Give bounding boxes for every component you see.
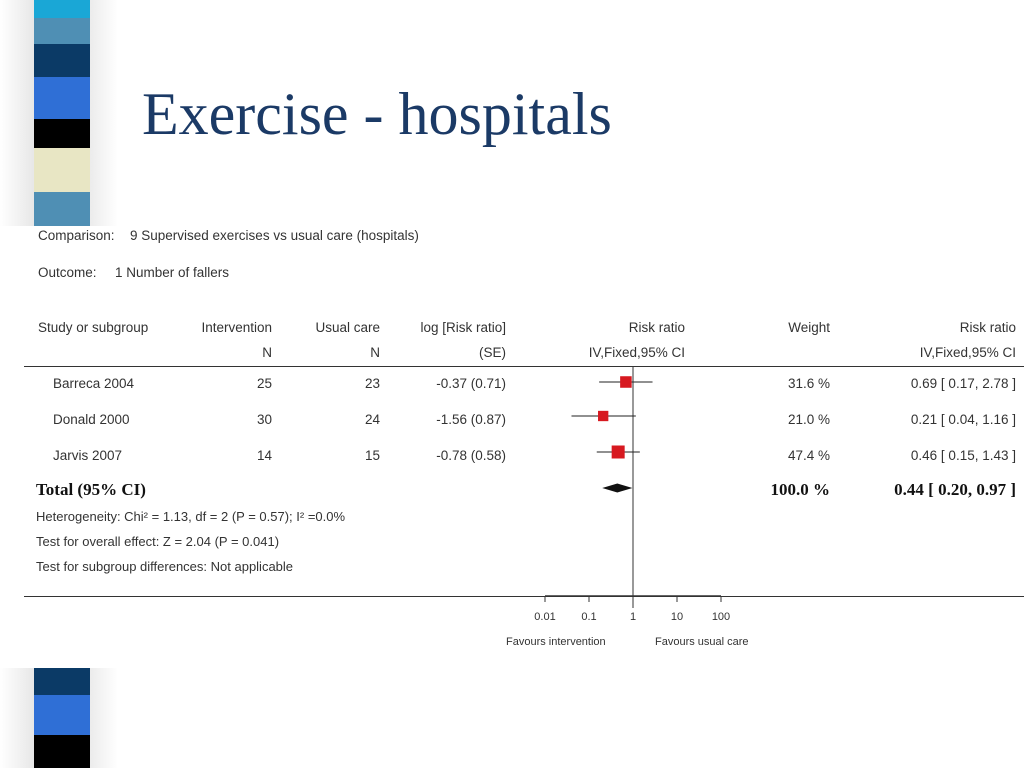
decorative-strip-bottom: [0, 668, 118, 768]
favours-usual-care-label: Favours usual care: [655, 636, 749, 648]
strip-block: [34, 668, 90, 695]
strip-block: [34, 192, 90, 226]
strip-block: [34, 735, 90, 768]
row-logrr: -0.78 (0.58): [436, 448, 506, 463]
row-usual: 23: [364, 376, 380, 391]
row-study: Barreca 2004: [53, 376, 135, 391]
header-divider: [24, 366, 1024, 367]
axis-tick-label: 1: [629, 611, 637, 623]
header-weight: Weight: [788, 320, 830, 335]
heterogeneity-text: Heterogeneity: Chi² = 1.13, df = 2 (P = …: [36, 509, 346, 524]
axis-tick-label: 0.1: [581, 611, 597, 623]
total-weight: 100.0 %: [770, 480, 831, 499]
header-logrr: log [Risk ratio]: [420, 320, 506, 335]
header-rr-sub: IV,Fixed,95% CI: [919, 345, 1016, 360]
outcome-value: 1 Number of fallers: [115, 265, 230, 280]
strip-block: [34, 77, 90, 119]
row-weight: 21.0 %: [787, 412, 830, 427]
row-rr: 0.21 [ 0.04, 1.16 ]: [910, 412, 1016, 427]
strip-block: [34, 695, 90, 735]
row-study: Donald 2000: [53, 412, 130, 427]
row-usual: 24: [364, 412, 380, 427]
comparison-value: 9 Supervised exercises vs usual care (ho…: [130, 228, 419, 243]
header-usual-sub: N: [370, 345, 380, 360]
header-intervention: Intervention: [201, 320, 272, 335]
footer-divider: [24, 596, 1024, 597]
strip-block: [34, 119, 90, 148]
strip-block: [34, 18, 90, 44]
axis-tick-label: 0.01: [534, 611, 556, 623]
axis-tick-label: 10: [670, 611, 684, 623]
slide-title: Exercise - hospitals: [142, 81, 612, 147]
strip-block: [34, 148, 90, 192]
row-intervention: 30: [256, 412, 272, 427]
outcome-label: Outcome:: [38, 265, 97, 280]
effect-marker: [598, 410, 609, 422]
header-rr-plot: Risk ratio: [628, 320, 685, 335]
row-intervention: 25: [256, 376, 272, 391]
row-rr: 0.69 [ 0.17, 2.78 ]: [910, 376, 1016, 391]
row-weight: 31.6 %: [787, 376, 830, 391]
strip-block: [34, 0, 90, 18]
subgroup-diff-text: Test for subgroup differences: Not appli…: [36, 559, 294, 574]
header-logrr-sub: (SE): [479, 345, 506, 360]
row-weight: 47.4 %: [787, 448, 830, 463]
row-logrr: -0.37 (0.71): [436, 376, 506, 391]
header-intervention-sub: N: [262, 345, 272, 360]
comparison-label: Comparison:: [38, 228, 115, 243]
row-intervention: 14: [256, 448, 272, 463]
strip-block: [34, 44, 90, 77]
axis-tick-label: 100: [711, 611, 731, 623]
row-rr: 0.46 [ 0.15, 1.43 ]: [910, 448, 1016, 463]
effect-marker: [620, 376, 632, 388]
header-usual: Usual care: [315, 320, 380, 335]
pooled-diamond: [602, 483, 633, 493]
total-rr: 0.44 [ 0.20, 0.97 ]: [894, 480, 1016, 499]
row-usual: 15: [364, 448, 380, 463]
header-study: Study or subgroup: [38, 320, 149, 335]
effect-marker: [611, 445, 625, 459]
favours-intervention-label: Favours intervention: [506, 636, 606, 648]
decorative-strip-top: [0, 0, 118, 226]
header-rr-plot-sub: IV,Fixed,95% CI: [588, 345, 685, 360]
overall-effect-text: Test for overall effect: Z = 2.04 (P = 0…: [36, 534, 280, 549]
row-logrr: -1.56 (0.87): [436, 412, 506, 427]
total-label: Total (95% CI): [36, 480, 146, 499]
header-rr: Risk ratio: [959, 320, 1016, 335]
row-study: Jarvis 2007: [53, 448, 123, 463]
